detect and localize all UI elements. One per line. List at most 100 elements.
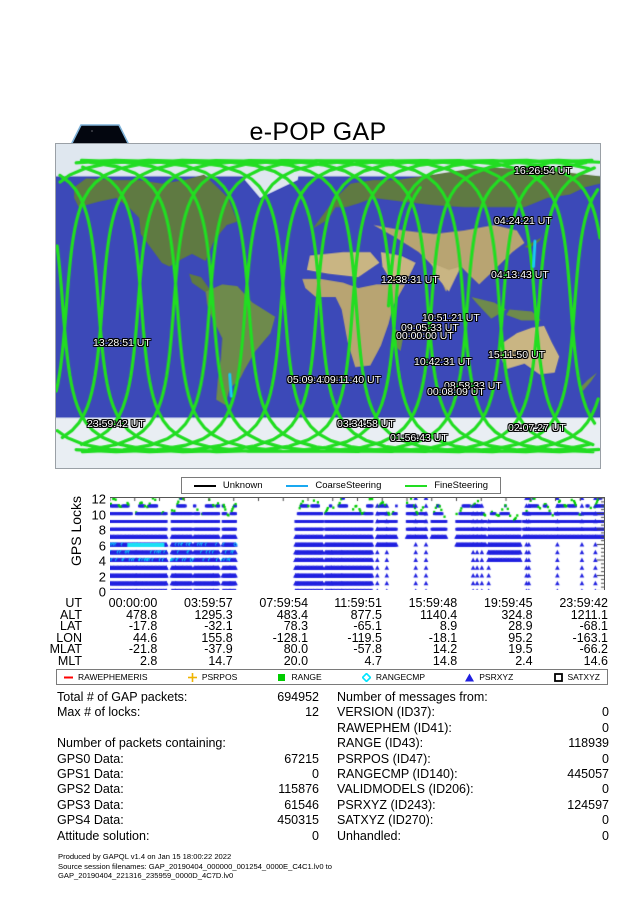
messages-from-header: Number of messages from: bbox=[337, 690, 609, 705]
message-count-row: Unhandled: 0 bbox=[337, 829, 609, 844]
page-header: CASSIOPE e-POP GAP April 4, 2019 e esa bbox=[0, 55, 636, 143]
packet-legend-item: RANGE bbox=[277, 672, 321, 682]
axis-data-table: UT 00:00:00 03:59:57 07:59:54 11:59:51 15:59:… bbox=[40, 598, 608, 668]
statistics-right-column: Number of messages from: VERSION (ID37):… bbox=[337, 690, 609, 844]
gps-locks-plot: GPS Locks 12 10 8 6 4 2 0 bbox=[40, 497, 605, 597]
stat-label: RANGE (ID43): bbox=[337, 736, 423, 751]
ut-time-label: 02:07:27 UT bbox=[508, 422, 566, 434]
packet-legend-label: RAWEPHEMERIS bbox=[78, 672, 148, 682]
packet-legend-label: PSRPOS bbox=[202, 672, 237, 682]
stat-label: SATXYZ (ID270): bbox=[337, 813, 433, 828]
message-count-row: PSRPOS (ID47): 0 bbox=[337, 752, 609, 767]
axis-cell-mlt: 14.7 bbox=[157, 656, 232, 668]
stat-label: GPS3 Data: bbox=[57, 798, 124, 813]
triangle-symbol-icon bbox=[465, 673, 474, 682]
packet-count-row: GPS2 Data: 115876 bbox=[57, 782, 319, 797]
stat-label: GPS4 Data: bbox=[57, 813, 124, 828]
dash-symbol-icon bbox=[64, 673, 73, 682]
axis-cell-mlt: 20.0 bbox=[233, 656, 308, 668]
y-axis-tick-label: 12 bbox=[92, 494, 106, 505]
y-axis-tick-label: 6 bbox=[99, 540, 106, 551]
axis-cell-mlt: 2.4 bbox=[457, 656, 532, 668]
stat-label: GPS0 Data: bbox=[57, 752, 124, 767]
stat-value: 0 bbox=[602, 782, 609, 797]
y-axis-tick-label: 8 bbox=[99, 525, 106, 536]
y-axis-ticks: 12 10 8 6 4 2 0 bbox=[82, 497, 106, 590]
axis-cell-mlt: 14.8 bbox=[382, 656, 457, 668]
legend-line-swatch bbox=[194, 485, 216, 487]
packet-type-legend: RAWEPHEMERIS PSRPOS RANGE RANGECMP PSRXYZ SAT… bbox=[56, 669, 608, 685]
stat-value: 0 bbox=[312, 767, 319, 782]
ut-time-label: 01:56:43 UT bbox=[390, 432, 448, 444]
stat-value: 0 bbox=[312, 829, 319, 844]
axis-cell-mlt: 14.6 bbox=[533, 656, 608, 668]
ut-time-label: 15:11:50 UT bbox=[488, 349, 545, 361]
stat-value: 0 bbox=[602, 813, 609, 828]
packet-legend-item: PSRPOS bbox=[188, 672, 237, 682]
packet-legend-item: RANGECMP bbox=[362, 672, 425, 682]
axis-cell-mlt: 2.8 bbox=[82, 656, 157, 668]
message-count-row: VERSION (ID37): 0 bbox=[337, 705, 609, 720]
message-count-row: RAWEPHEM (ID41): 0 bbox=[337, 721, 609, 736]
stat-value: 67215 bbox=[284, 752, 319, 767]
stat-value: 124597 bbox=[567, 798, 609, 813]
stat-value: 61546 bbox=[284, 798, 319, 813]
axis-row-label: MLT bbox=[40, 656, 82, 668]
packet-legend-item: PSRXYZ bbox=[465, 672, 513, 682]
packet-legend-label: PSRXYZ bbox=[479, 672, 513, 682]
stat-label: RAWEPHEM (ID41): bbox=[337, 721, 452, 736]
stat-value: 115876 bbox=[278, 782, 319, 797]
y-axis-tick-label: 10 bbox=[92, 509, 106, 520]
packet-legend-item: SATXYZ bbox=[554, 672, 600, 682]
total-packets-value: 694952 bbox=[277, 690, 319, 705]
packet-count-row: GPS4 Data: 450315 bbox=[57, 813, 319, 828]
legend-label: CoarseSteering bbox=[315, 480, 381, 491]
ut-time-label: 13:28:51 UT bbox=[93, 337, 151, 349]
stat-value: 118939 bbox=[568, 736, 609, 751]
footer: Produced by GAPQL v1.4 on Jan 15 18:00:2… bbox=[58, 852, 332, 881]
footer-line-source-2: GAP_20190404_221316_235959_0000D_4C7D.lv… bbox=[58, 871, 332, 881]
plus-symbol-icon bbox=[188, 673, 197, 682]
ut-time-label: 16:26:54 UT bbox=[514, 165, 572, 177]
stat-label: Unhandled: bbox=[337, 829, 401, 844]
stat-value: 450315 bbox=[277, 813, 319, 828]
y-axis-tick-label: 2 bbox=[99, 571, 106, 582]
total-packets-row: Total # of GAP packets: 694952 bbox=[57, 690, 319, 705]
max-locks-label: Max # of locks: bbox=[57, 705, 140, 720]
stat-label: GPS2 Data: bbox=[57, 782, 124, 797]
message-count-row: VALIDMODELS (ID206): 0 bbox=[337, 782, 609, 797]
packet-count-row: GPS1 Data: 0 bbox=[57, 767, 319, 782]
ut-time-label: 00:00:00 UT bbox=[396, 330, 454, 342]
diamond-symbol-icon bbox=[362, 673, 371, 682]
footer-line-produced-by: Produced by GAPQL v1.4 on Jan 15 18:00:2… bbox=[58, 852, 332, 862]
legend-line-swatch bbox=[286, 485, 308, 487]
ut-time-label: 04:24:21 UT bbox=[494, 215, 552, 227]
message-count-row: PSRXYZ (ID243): 124597 bbox=[337, 798, 609, 813]
y-axis-tick-label: 0 bbox=[99, 587, 106, 598]
message-count-row: SATXYZ (ID270): 0 bbox=[337, 813, 609, 828]
stat-label: PSRXYZ (ID243): bbox=[337, 798, 436, 813]
stat-value: 0 bbox=[602, 829, 609, 844]
table-row: MLT 2.8 14.7 20.0 4.7 14.8 2.4 14.6 bbox=[40, 656, 608, 668]
y-axis-tick-label: 4 bbox=[99, 556, 106, 567]
packet-legend-label: RANGECMP bbox=[376, 672, 425, 682]
stat-label: PSRPOS (ID47): bbox=[337, 752, 431, 767]
stat-label: VERSION (ID37): bbox=[337, 705, 435, 720]
map-legend: Unknown CoarseSteering FineSteering bbox=[181, 477, 501, 494]
max-locks-row: Max # of locks: 12 bbox=[57, 705, 319, 720]
ground-track-map: 16:26:54 UT 04:24:21 UT 12:38:31 UT 04:13:4… bbox=[55, 143, 601, 469]
message-count-row: RANGE (ID43): 118939 bbox=[337, 736, 609, 751]
total-packets-label: Total # of GAP packets: bbox=[57, 690, 187, 705]
message-count-row: RANGECMP (ID140): 445057 bbox=[337, 767, 609, 782]
statistics-left-column: Total # of GAP packets: 694952 Max # of … bbox=[57, 690, 319, 844]
packet-count-row: GPS3 Data: 61546 bbox=[57, 798, 319, 813]
stat-label: VALIDMODELS (ID206): bbox=[337, 782, 474, 797]
map-legend-item: FineSteering bbox=[405, 480, 488, 491]
gps-locks-canvas bbox=[110, 498, 605, 590]
stat-label: RANGECMP (ID140): bbox=[337, 767, 458, 782]
packet-legend-label: RANGE bbox=[291, 672, 321, 682]
axis-table-element: UT 00:00:00 03:59:57 07:59:54 11:59:51 15:59:… bbox=[40, 598, 608, 668]
packet-legend-label: SATXYZ bbox=[568, 672, 600, 682]
stats-spacer bbox=[57, 721, 319, 736]
square-symbol-icon bbox=[277, 673, 286, 682]
